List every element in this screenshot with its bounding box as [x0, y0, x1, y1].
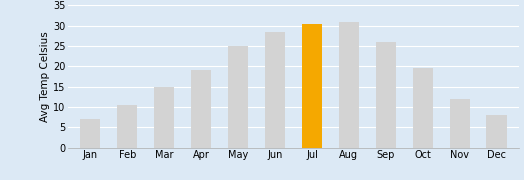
Bar [154, 87, 174, 148]
Bar [412, 68, 433, 148]
Y-axis label: Avg Temp Celsius: Avg Temp Celsius [40, 31, 50, 122]
Bar [339, 22, 359, 148]
Bar [265, 32, 285, 148]
Bar [228, 46, 248, 148]
Bar [450, 99, 470, 148]
Bar [80, 119, 101, 148]
Bar [117, 105, 137, 148]
Bar [376, 42, 396, 148]
Bar [486, 115, 507, 148]
Bar [302, 24, 322, 148]
Bar [191, 70, 211, 148]
